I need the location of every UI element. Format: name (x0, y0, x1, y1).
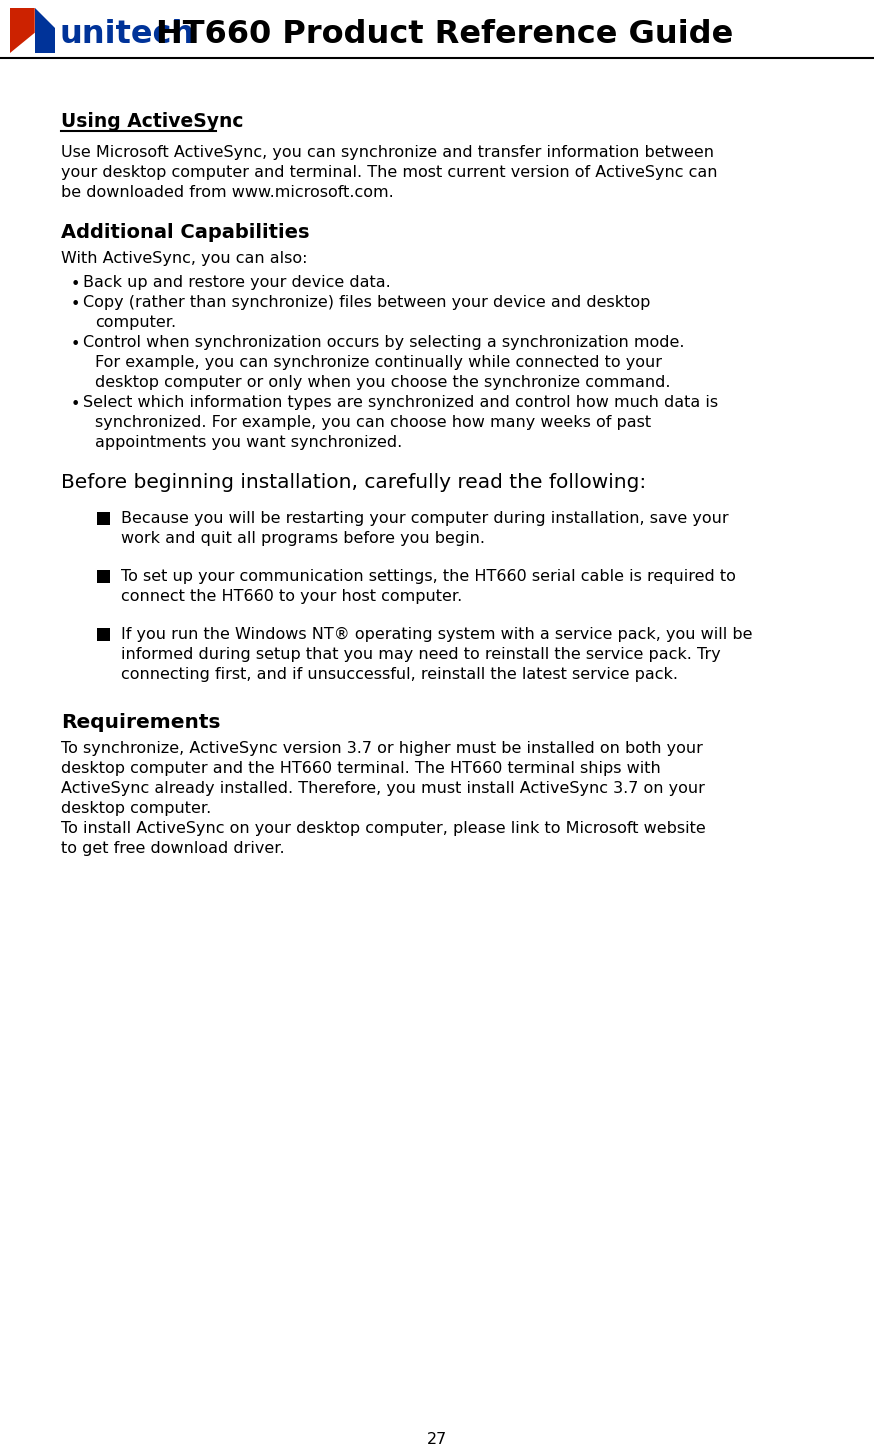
Text: to get free download driver.: to get free download driver. (61, 840, 285, 856)
Text: computer.: computer. (95, 316, 177, 330)
Text: For example, you can synchronize continually while connected to your: For example, you can synchronize continu… (95, 355, 662, 369)
Text: connect the HT660 to your host computer.: connect the HT660 to your host computer. (121, 589, 462, 603)
Text: Before beginning installation, carefully read the following:: Before beginning installation, carefully… (61, 473, 646, 491)
Text: •: • (71, 297, 80, 313)
Text: Select which information types are synchronized and control how much data is: Select which information types are synch… (83, 395, 718, 410)
Text: •: • (71, 397, 80, 411)
Text: Additional Capabilities: Additional Capabilities (61, 222, 309, 241)
Bar (97, 512, 110, 525)
Polygon shape (10, 9, 35, 52)
Text: desktop computer or only when you choose the synchronize command.: desktop computer or only when you choose… (95, 375, 670, 390)
Text: With ActiveSync, you can also:: With ActiveSync, you can also: (61, 252, 308, 266)
Text: Using ActiveSync: Using ActiveSync (61, 112, 244, 131)
Polygon shape (35, 9, 55, 52)
Text: Control when synchronization occurs by selecting a synchronization mode.: Control when synchronization occurs by s… (83, 334, 684, 350)
Text: work and quit all programs before you begin.: work and quit all programs before you be… (121, 531, 485, 547)
Text: •: • (71, 278, 80, 292)
Text: 27: 27 (427, 1432, 447, 1447)
Text: synchronized. For example, you can choose how many weeks of past: synchronized. For example, you can choos… (95, 414, 651, 430)
Text: be downloaded from www.microsoft.com.: be downloaded from www.microsoft.com. (61, 185, 394, 201)
Text: HT660 Product Reference Guide: HT660 Product Reference Guide (156, 19, 733, 49)
Text: desktop computer.: desktop computer. (61, 801, 212, 816)
Text: To synchronize, ActiveSync version 3.7 or higher must be installed on both your: To synchronize, ActiveSync version 3.7 o… (61, 742, 703, 756)
Text: Copy (rather than synchronize) files between your device and desktop: Copy (rather than synchronize) files bet… (83, 295, 650, 310)
Text: ActiveSync already installed. Therefore, you must install ActiveSync 3.7 on your: ActiveSync already installed. Therefore,… (61, 781, 704, 795)
Text: Requirements: Requirements (61, 712, 220, 731)
Text: To install ActiveSync on your desktop computer, please link to Microsoft website: To install ActiveSync on your desktop co… (61, 822, 705, 836)
Text: If you run the Windows NT® operating system with a service pack, you will be: If you run the Windows NT® operating sys… (121, 627, 753, 643)
Text: •: • (71, 337, 80, 352)
Bar (97, 628, 110, 641)
Text: appointments you want synchronized.: appointments you want synchronized. (95, 435, 402, 449)
Text: Because you will be restarting your computer during installation, save your: Because you will be restarting your comp… (121, 510, 729, 526)
Text: informed during setup that you may need to reinstall the service pack. Try: informed during setup that you may need … (121, 647, 721, 662)
Text: desktop computer and the HT660 terminal. The HT660 terminal ships with: desktop computer and the HT660 terminal.… (61, 760, 661, 776)
Text: unitech: unitech (59, 19, 194, 49)
Text: Back up and restore your device data.: Back up and restore your device data. (83, 275, 391, 289)
Text: your desktop computer and terminal. The most current version of ActiveSync can: your desktop computer and terminal. The … (61, 164, 718, 180)
Bar (97, 570, 110, 583)
Text: To set up your communication settings, the HT660 serial cable is required to: To set up your communication settings, t… (121, 569, 736, 585)
Text: connecting first, and if unsuccessful, reinstall the latest service pack.: connecting first, and if unsuccessful, r… (121, 667, 678, 682)
Text: Use Microsoft ActiveSync, you can synchronize and transfer information between: Use Microsoft ActiveSync, you can synchr… (61, 145, 714, 160)
